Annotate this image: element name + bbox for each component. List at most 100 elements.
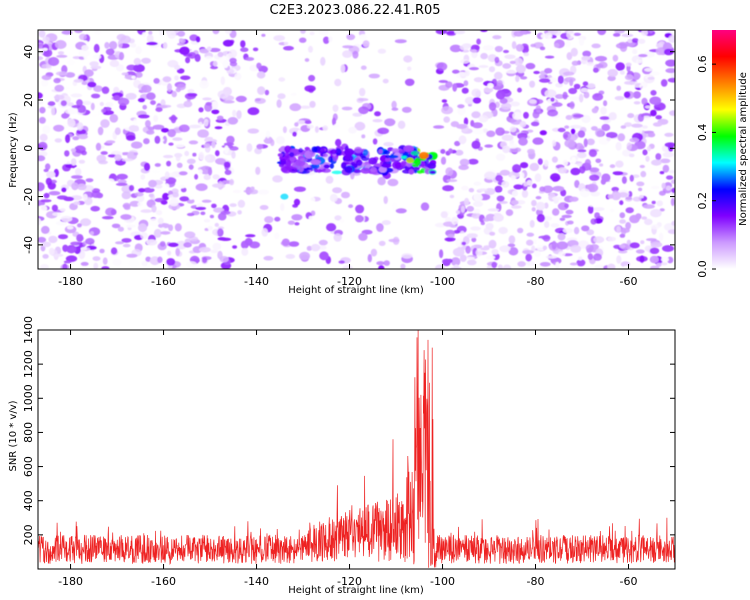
- heatmap-cell: [326, 223, 337, 232]
- heatmap-cell: [647, 76, 655, 80]
- heatmap-cell: [525, 62, 536, 70]
- heatmap-cell: [618, 250, 628, 254]
- heatmap-cell: [162, 192, 170, 201]
- heatmap-cell: [565, 209, 574, 215]
- heatmap-cell: [461, 241, 466, 246]
- heatmap-cell: [517, 87, 522, 93]
- heatmap-cell: [329, 193, 338, 203]
- heatmap-cell: [579, 145, 585, 150]
- heatmap-cell: [38, 92, 43, 99]
- x-tick-label: -140: [244, 275, 269, 288]
- heatmap-cell: [595, 55, 607, 62]
- heatmap-cell: [140, 209, 153, 213]
- heatmap-cell: [194, 53, 201, 62]
- heatmap-cell: [106, 178, 115, 184]
- heatmap-cell: [122, 243, 131, 248]
- heatmap-cell: [143, 162, 151, 172]
- heatmap-cell: [555, 82, 563, 88]
- heatmap-cell: [330, 149, 337, 155]
- heatmap-cell: [300, 30, 306, 34]
- heatmap-cell: [455, 238, 465, 248]
- y-tick-label: 1200: [22, 350, 35, 378]
- heatmap-cell: [94, 30, 102, 36]
- heatmap-cell: [332, 104, 339, 113]
- heatmap-cell: [112, 258, 122, 266]
- snr-y-ticks: 200 400 600 800 1000 1200 1400: [22, 316, 675, 545]
- heatmap-cell: [587, 205, 594, 214]
- heatmap-cell: [531, 183, 537, 189]
- heatmap-cell: [81, 100, 92, 105]
- heatmap-cell: [110, 247, 118, 255]
- heatmap-cell: [629, 242, 640, 249]
- heatmap-cell: [148, 30, 153, 35]
- heatmap-cell: [284, 151, 290, 159]
- heatmap-cell: [383, 196, 388, 204]
- heatmap-cell: [508, 143, 518, 149]
- heatmap-cell: [449, 194, 455, 199]
- heatmap-cell: [636, 181, 645, 187]
- heatmap-cell: [161, 128, 169, 133]
- heatmap-cell: [157, 256, 163, 264]
- heatmap-cell: [184, 150, 190, 157]
- heatmap-cell: [298, 164, 305, 173]
- heatmap-cell: [450, 266, 462, 269]
- heatmap-cell: [659, 171, 665, 175]
- heatmap-cell: [212, 174, 220, 180]
- heatmap-cell: [73, 30, 83, 34]
- heatmap-cell: [306, 245, 313, 251]
- heatmap-cell: [563, 134, 569, 138]
- heatmap-cell: [280, 159, 287, 166]
- heatmap-cell: [451, 216, 459, 226]
- heatmap-cell: [70, 241, 81, 246]
- heatmap-cell: [140, 174, 146, 180]
- heatmap-cell: [403, 145, 415, 153]
- heatmap-cell: [116, 173, 128, 180]
- heatmap-cell: [332, 155, 338, 162]
- heatmap-cell: [70, 158, 77, 166]
- heatmap-cell: [446, 179, 458, 183]
- heatmap-cell: [154, 135, 161, 144]
- heatmap-cell: [63, 196, 75, 202]
- heatmap-cell: [137, 114, 150, 119]
- y-tick-label: 400: [22, 490, 35, 511]
- heatmap-cell: [299, 37, 307, 43]
- heatmap-cell: [183, 242, 192, 248]
- heatmap-cell: [198, 169, 203, 175]
- heatmap-cell: [213, 207, 225, 213]
- x-tick-label: -140: [244, 575, 269, 588]
- heatmap-cell: [212, 242, 222, 251]
- heatmap-cell: [304, 120, 312, 124]
- heatmap-panel: -180 -160 -140 -120 -100 -80 -60 -40 -20 0 20 40 H…: [8, 29, 676, 296]
- heatmap-cell: [332, 187, 343, 194]
- heatmap-cell: [661, 182, 666, 189]
- heatmap-cell: [585, 244, 594, 252]
- heatmap-cell: [536, 214, 546, 223]
- heatmap-cell: [639, 164, 645, 169]
- heatmap-cell: [572, 114, 584, 118]
- heatmap-cell: [362, 40, 370, 48]
- heatmap-cell: [588, 149, 598, 158]
- heatmap-cell: [613, 33, 621, 37]
- heatmap-cell: [401, 160, 408, 165]
- heatmap-cell: [42, 125, 51, 134]
- heatmap-cell: [418, 152, 429, 159]
- heatmap-cell: [526, 30, 531, 34]
- heatmap-cell: [509, 60, 516, 65]
- heatmap-cell: [550, 97, 555, 102]
- heatmap-cell: [568, 96, 581, 101]
- heatmap-cell: [121, 158, 134, 162]
- heatmap-cell: [601, 123, 611, 132]
- heatmap-cell: [280, 203, 285, 212]
- heatmap-cell: [153, 228, 162, 238]
- heatmap-cell: [335, 138, 342, 147]
- heatmap-cell: [237, 199, 246, 208]
- heatmap-cell: [46, 171, 56, 178]
- heatmap-cell: [452, 247, 465, 257]
- heatmap-cell: [162, 135, 167, 144]
- heatmap-cell: [611, 186, 619, 192]
- heatmap-cell: [499, 245, 511, 253]
- heatmap-cell: [551, 102, 563, 107]
- heatmap-cell: [168, 224, 174, 232]
- heatmap-cell: [520, 162, 529, 169]
- heatmap-cell: [377, 127, 389, 135]
